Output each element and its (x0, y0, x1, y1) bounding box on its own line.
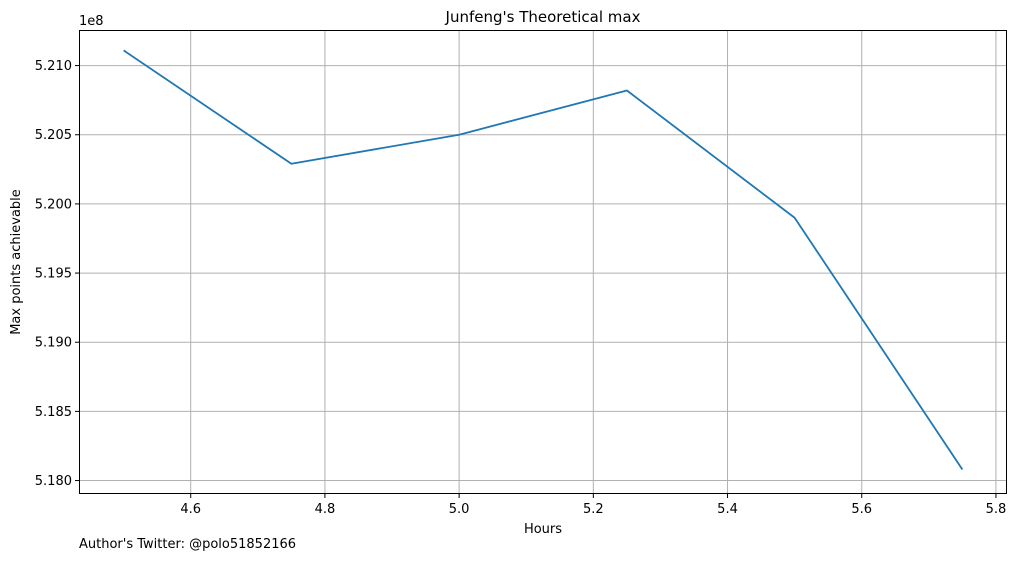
y-axis: 5.180 5.185 5.190 5.195 5.200 5.205 5.210 (35, 59, 80, 489)
x-tick-label: 5.4 (717, 502, 738, 517)
grid (80, 31, 1006, 493)
chart-title: Junfeng's Theoretical max (445, 8, 641, 26)
x-axis-label: Hours (524, 522, 562, 537)
series-layer (123, 49, 964, 470)
x-axis: 4.6 4.8 5.0 5.2 5.4 5.6 5.8 (180, 493, 1006, 517)
x-tick-label: 4.8 (315, 502, 336, 517)
y-tick-label: 5.195 (35, 267, 72, 282)
y-tick-label: 5.185 (35, 405, 72, 420)
plot-frame (79, 30, 1007, 494)
author-twitter-note: Author's Twitter: @polo51852166 (79, 537, 297, 552)
x-tick-label: 5.6 (851, 502, 872, 517)
series-line (123, 49, 964, 470)
x-tick-label: 5.0 (449, 502, 470, 517)
x-tick-label: 5.2 (583, 502, 604, 517)
x-tick-label: 5.8 (986, 502, 1007, 517)
y-axis-label: Max points achievable (9, 189, 24, 335)
y-tick-label: 5.210 (35, 59, 72, 74)
y-tick-label: 5.180 (35, 474, 72, 489)
y-tick-label: 5.200 (35, 197, 72, 212)
y-tick-label: 5.190 (35, 336, 72, 351)
y-tick-label: 5.205 (35, 128, 72, 143)
x-tick-label: 4.6 (180, 502, 201, 517)
y-offset-label: 1e8 (79, 14, 104, 29)
